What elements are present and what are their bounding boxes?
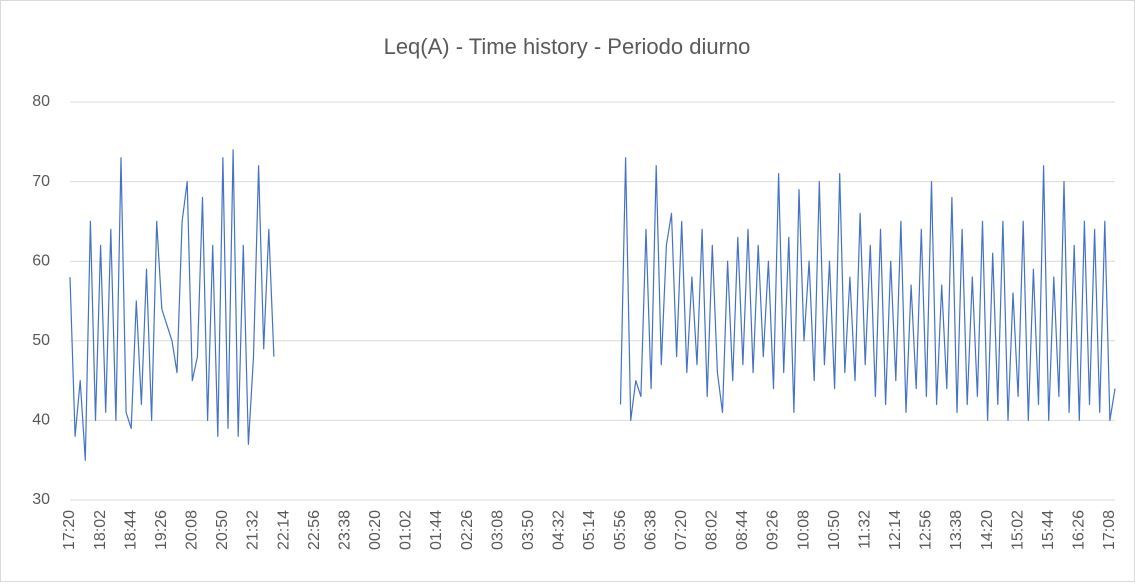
x-tick-label: 15:02 [1009,510,1026,550]
x-tick-label: 00:20 [367,510,384,550]
x-tick-label: 05:14 [581,510,598,550]
x-tick-label: 13:38 [948,510,965,550]
y-tick-label: 80 [32,93,50,110]
x-tick-label: 05:56 [612,510,629,550]
x-tick-label: 09:26 [765,510,782,550]
x-tick-label: 17:20 [61,510,78,550]
x-tick-label: 18:44 [122,510,139,550]
x-tick-label: 08:02 [704,510,721,550]
x-tick-label: 20:08 [184,510,201,550]
x-tick-label: 04:32 [551,510,568,550]
x-tick-label: 08:44 [734,510,751,550]
x-tick-label: 17:08 [1101,510,1118,550]
x-tick-label: 02:26 [459,510,476,550]
x-tick-label: 07:20 [673,510,690,550]
x-tick-label: 03:08 [489,510,506,550]
x-tick-label: 16:26 [1071,510,1088,550]
x-tick-label: 14:20 [979,510,996,550]
x-tick-label: 23:38 [336,510,353,550]
x-tick-label: 12:56 [918,510,935,550]
x-tick-label: 22:14 [275,510,292,550]
x-tick-label: 01:44 [428,510,445,550]
x-tick-label: 10:50 [826,510,843,550]
x-tick-label: 19:26 [153,510,170,550]
x-tick-label: 01:02 [398,510,415,550]
chart-title: Leq(A) - Time history - Periodo diurno [384,34,751,59]
y-tick-label: 60 [32,252,50,269]
x-tick-label: 15:44 [1040,510,1057,550]
x-tick-label: 21:32 [245,510,262,550]
x-tick-label: 10:08 [795,510,812,550]
y-tick-label: 30 [32,491,50,508]
x-tick-label: 12:14 [887,510,904,550]
x-tick-label: 06:38 [642,510,659,550]
x-tick-label: 18:02 [92,510,109,550]
y-tick-label: 40 [32,412,50,429]
data-line [69,149,1116,461]
y-tick-label: 70 [32,173,50,190]
x-tick-label: 20:50 [214,510,231,550]
x-tick-label: 03:50 [520,510,537,550]
x-tick-label: 11:32 [856,510,873,549]
y-tick-label: 50 [32,332,50,349]
x-tick-label: 22:56 [306,510,323,550]
